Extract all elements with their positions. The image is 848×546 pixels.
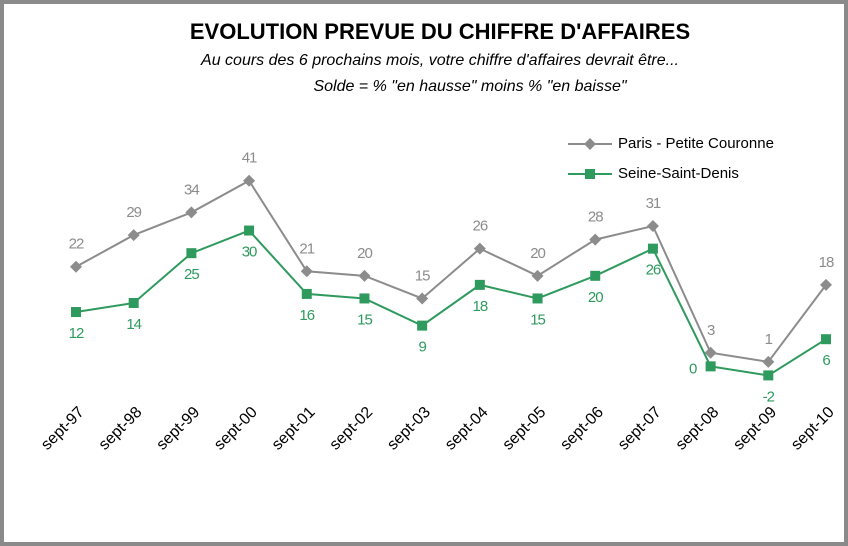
data-label: 12 [69, 325, 84, 342]
data-label: 6 [822, 352, 830, 369]
data-label: -2 [763, 388, 775, 405]
point [186, 248, 197, 259]
data-label: 1 [765, 331, 773, 348]
point [301, 288, 312, 299]
chart-subtitle: Solde = % "en hausse" moins % "en baisse… [313, 78, 627, 95]
point [820, 278, 832, 291]
chart-title: EVOLUTION PREVUE DU CHIFFRE D'AFFAIRES [190, 19, 690, 44]
point [704, 346, 717, 359]
data-label: 21 [299, 240, 314, 257]
data-label: 34 [184, 181, 199, 198]
data-label: 20 [357, 245, 372, 262]
data-label: 41 [242, 150, 257, 167]
point [300, 265, 313, 278]
data-label: 31 [646, 195, 661, 212]
legend-marker [584, 138, 596, 150]
point [763, 370, 774, 381]
data-label: 0 [689, 360, 697, 377]
data-label: 25 [184, 266, 199, 283]
point [821, 334, 831, 345]
data-label: 26 [473, 218, 488, 235]
data-label: 26 [646, 262, 661, 279]
point [474, 279, 485, 290]
data-label: 20 [588, 289, 603, 306]
data-label: 15 [357, 311, 372, 328]
data-label: 18 [819, 254, 834, 271]
data-label: 15 [530, 311, 545, 328]
point [532, 293, 543, 304]
point [70, 260, 82, 273]
data-label: 9 [418, 339, 426, 356]
data-label: 20 [530, 245, 545, 262]
chart-subtitle: Au cours des 6 prochains mois, votre chi… [200, 52, 679, 69]
point [531, 269, 544, 282]
point [359, 293, 370, 304]
legend-label: Paris - Petite Couronne [618, 135, 774, 152]
point [705, 361, 716, 372]
point [647, 243, 658, 254]
point [762, 355, 775, 368]
data-label: 14 [126, 316, 141, 333]
data-label: 30 [242, 244, 257, 261]
data-label: 16 [299, 307, 314, 324]
legend-label: Seine-Saint-Denis [618, 165, 739, 182]
data-label: 18 [473, 298, 488, 315]
legend-marker [585, 169, 595, 179]
data-label: 29 [126, 204, 141, 221]
data-label: 3 [707, 322, 715, 339]
data-label: 22 [69, 236, 84, 253]
point [71, 307, 81, 318]
point [244, 225, 255, 236]
point [127, 229, 140, 242]
point [417, 320, 428, 331]
point [646, 220, 659, 233]
point [473, 242, 486, 255]
series-line [75, 229, 827, 377]
point [416, 292, 429, 305]
point [128, 297, 139, 308]
point [243, 174, 256, 187]
point [358, 269, 371, 282]
point [185, 206, 198, 219]
point [590, 270, 601, 281]
data-label: 15 [415, 267, 430, 284]
data-label: 28 [588, 209, 603, 226]
series-line [75, 179, 827, 363]
point [589, 233, 602, 246]
